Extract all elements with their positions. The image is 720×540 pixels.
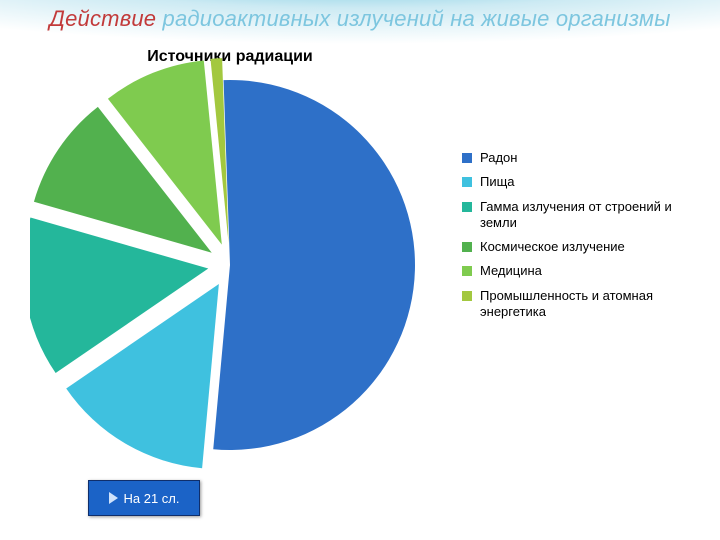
legend-label: Пища [480, 174, 515, 190]
legend-label: Медицина [480, 263, 542, 279]
legend-item: Медицина [462, 263, 690, 279]
legend-swatch [462, 242, 472, 252]
legend-item: Промышленность и атомная энергетика [462, 288, 690, 321]
legend-label: Космическое излучение [480, 239, 625, 255]
slide-title-rest: радиоактивных излучений на живые организ… [156, 6, 670, 31]
legend-swatch [462, 202, 472, 212]
goto-slide-21-button[interactable]: На 21 сл. [88, 480, 200, 516]
legend-swatch [462, 291, 472, 301]
legend-item: Космическое излучение [462, 239, 690, 255]
legend-label: Промышленность и атомная энергетика [480, 288, 690, 321]
legend-label: Гамма излучения от строений и земли [480, 199, 690, 232]
legend-swatch [462, 153, 472, 163]
legend-item: Радон [462, 150, 690, 166]
slide-title-accent: Действие [49, 6, 156, 31]
legend-item: Пища [462, 174, 690, 190]
pie-slice [213, 80, 415, 450]
legend-label: Радон [480, 150, 517, 166]
legend-item: Гамма излучения от строений и земли [462, 199, 690, 232]
pie-chart [30, 55, 440, 475]
slide-title: Действие радиоактивных излучений на живы… [0, 6, 720, 32]
chart-legend: Радон Пища Гамма излучения от строений и з… [462, 150, 690, 328]
nav-button-label: На 21 сл. [124, 491, 180, 506]
play-icon [109, 492, 118, 504]
legend-swatch [462, 177, 472, 187]
legend-swatch [462, 266, 472, 276]
